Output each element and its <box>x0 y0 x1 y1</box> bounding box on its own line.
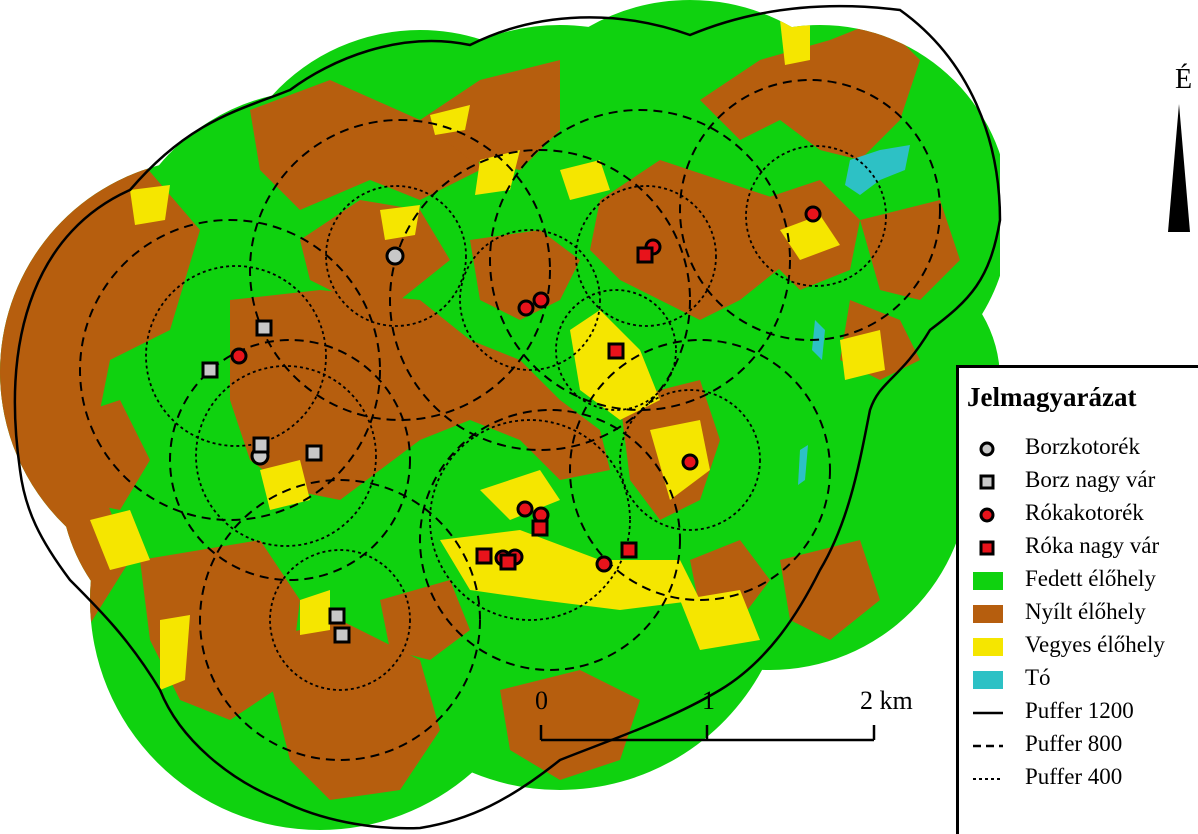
legend-label: Vegyes élőhely <box>1025 632 1165 657</box>
dotted-line-icon <box>973 778 1003 780</box>
legend-item-puffer-1200: Puffer 1200 <box>965 697 1198 727</box>
legend-label: Puffer 800 <box>1025 731 1123 756</box>
badger-sett-icon <box>979 441 995 457</box>
legend-item-borzkotorek: Borzkotorék <box>965 433 1198 463</box>
legend-title: Jelmagyarázat <box>967 382 1137 412</box>
covered-habitat-swatch <box>973 572 1003 590</box>
legend-item-puffer-800: Puffer 800 <box>965 730 1198 760</box>
rokakotorek-marker <box>804 205 822 223</box>
legend-label: Puffer 400 <box>1025 764 1123 789</box>
borz-nagy-var-marker <box>201 361 219 379</box>
legend-label: Róka nagy vár <box>1025 533 1160 558</box>
borzkotorek-marker <box>385 246 405 266</box>
legend-item-fedett: Fedett élőhely <box>965 565 1198 595</box>
roka-nagy-var-marker <box>607 342 625 360</box>
rokakotorek-marker <box>230 347 248 365</box>
scale-bar <box>539 725 876 742</box>
pond-swatch <box>973 671 1003 689</box>
legend-label: Fedett élőhely <box>1025 566 1156 591</box>
open-habitat-patches <box>0 20 960 800</box>
legend-item-rokakotorek: Rókakotorék <box>965 499 1198 529</box>
dashed-line-icon <box>973 744 1003 748</box>
mixed-habitat-swatch <box>973 638 1003 656</box>
rokakotorek-marker <box>532 291 550 309</box>
legend-label: Puffer 1200 <box>1025 698 1134 723</box>
legend-label: Nyílt élőhely <box>1025 599 1146 624</box>
puffer-1200-outline <box>13 4 1002 830</box>
legend-label: Tó <box>1025 665 1051 690</box>
roka-nagy-var-marker <box>636 246 654 264</box>
legend-item-borz-nagy-var: Borz nagy vár <box>965 466 1198 496</box>
scale-label-1: 1 <box>702 686 715 715</box>
legend: Jelmagyarázat Borzkotorék Borz nagy vár … <box>956 365 1198 834</box>
pond-shape <box>798 445 808 485</box>
rokakotorek-marker <box>595 555 613 573</box>
fox-markers <box>230 205 822 573</box>
borz-nagy-var-marker <box>305 444 323 462</box>
puffer-800-outlines <box>79 79 941 761</box>
legend-label: Rókakotorék <box>1025 500 1144 525</box>
north-arrow-icon <box>1168 104 1190 232</box>
fox-den-icon <box>979 507 995 523</box>
legend-item-to: Tó <box>965 664 1198 694</box>
north-label: É <box>1175 64 1193 95</box>
legend-item-roka-nagy-var: Róka nagy vár <box>965 532 1198 562</box>
pond-shape <box>845 145 910 195</box>
rokakotorek-marker <box>516 500 534 518</box>
legend-item-vegyes: Vegyes élőhely <box>965 631 1198 661</box>
scale-label-0: 0 <box>535 686 548 715</box>
roka-nagy-var-marker <box>499 553 517 571</box>
solid-line-icon <box>973 711 1003 715</box>
legend-item-puffer-400: Puffer 400 <box>965 763 1198 793</box>
borz-nagy-var-marker <box>333 626 351 644</box>
legend-item-nyilt: Nyílt élőhely <box>965 598 1198 628</box>
badger-main-sett-icon <box>979 474 995 490</box>
scale-label-2: 2 km <box>860 686 913 715</box>
roka-nagy-var-marker <box>620 541 638 559</box>
borz-nagy-var-marker <box>252 436 270 454</box>
roka-nagy-var-marker <box>531 519 549 537</box>
open-habitat-swatch <box>973 605 1003 623</box>
borz-nagy-var-marker <box>328 607 346 625</box>
borz-nagy-var-marker <box>255 319 273 337</box>
fox-main-den-icon <box>979 540 995 556</box>
rokakotorek-marker <box>517 299 535 317</box>
legend-label: Borz nagy vár <box>1025 467 1156 492</box>
habitat-layer <box>0 0 1000 830</box>
rokakotorek-marker <box>681 453 699 471</box>
roka-nagy-var-marker <box>475 547 493 565</box>
puffer-400-outlines <box>145 145 887 691</box>
legend-label: Borzkotorék <box>1025 434 1140 459</box>
badger-markers <box>201 246 405 644</box>
